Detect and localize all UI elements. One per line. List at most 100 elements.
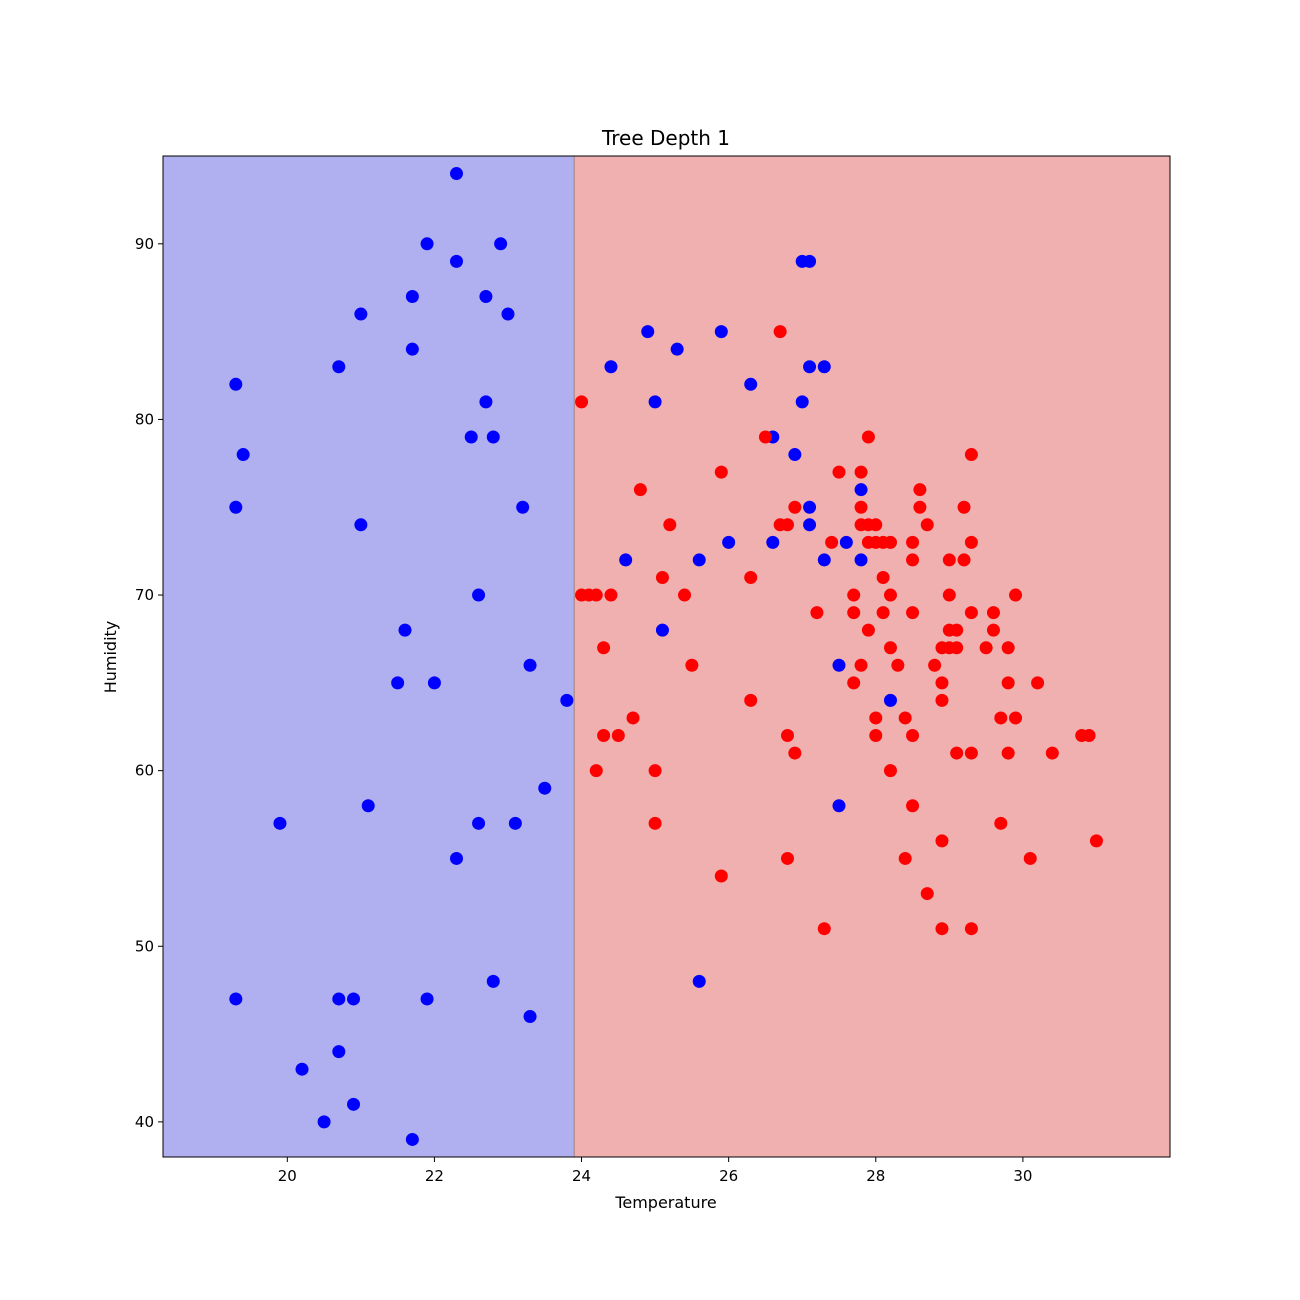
x-tick-label: 30: [1013, 1167, 1032, 1185]
data-point: [935, 922, 949, 936]
data-point: [883, 693, 897, 707]
data-point: [361, 799, 375, 813]
data-point: [655, 623, 669, 637]
x-tick-label: 24: [572, 1167, 591, 1185]
data-point: [575, 395, 589, 409]
data-point: [861, 430, 875, 444]
data-point: [391, 676, 405, 690]
data-point: [758, 430, 772, 444]
data-point: [891, 658, 905, 672]
data-point: [405, 1132, 419, 1146]
data-point: [964, 606, 978, 620]
data-point: [604, 588, 618, 602]
x-tick-label: 22: [425, 1167, 444, 1185]
data-point: [854, 658, 868, 672]
y-tick-label: 80: [135, 410, 154, 428]
data-point: [906, 535, 920, 549]
data-point: [523, 1010, 537, 1024]
data-point: [906, 799, 920, 813]
data-point: [1023, 851, 1037, 865]
data-point: [685, 658, 699, 672]
data-point: [295, 1062, 309, 1076]
data-point: [633, 483, 647, 497]
data-point: [405, 289, 419, 303]
data-point: [942, 588, 956, 602]
data-point: [898, 851, 912, 865]
data-point: [692, 553, 706, 567]
data-point: [942, 553, 956, 567]
data-point: [589, 588, 603, 602]
data-point: [817, 553, 831, 567]
data-point: [876, 570, 890, 584]
data-point: [920, 518, 934, 532]
data-point: [869, 518, 883, 532]
data-point: [648, 764, 662, 778]
data-point: [883, 588, 897, 602]
data-point: [817, 922, 831, 936]
x-tick-label: 26: [719, 1167, 738, 1185]
data-point: [597, 729, 611, 743]
y-axis-label: Humidity: [101, 621, 120, 694]
data-point: [950, 746, 964, 760]
data-point: [1089, 834, 1103, 848]
data-point: [869, 729, 883, 743]
data-point: [494, 237, 508, 251]
data-point: [714, 465, 728, 479]
region-left: [163, 156, 575, 1157]
data-point: [332, 1045, 346, 1059]
data-point: [332, 992, 346, 1006]
data-point: [950, 641, 964, 655]
x-axis-label: Temperature: [614, 1193, 716, 1212]
data-point: [648, 816, 662, 830]
data-point: [773, 325, 787, 339]
data-point: [714, 325, 728, 339]
data-point: [692, 974, 706, 988]
data-point: [832, 799, 846, 813]
data-point: [803, 254, 817, 268]
data-point: [1001, 641, 1015, 655]
data-point: [678, 588, 692, 602]
data-point: [347, 992, 361, 1006]
data-point: [641, 325, 655, 339]
data-point: [648, 395, 662, 409]
data-point: [516, 500, 530, 514]
data-point: [935, 693, 949, 707]
data-point: [957, 500, 971, 514]
data-point: [788, 500, 802, 514]
data-point: [655, 570, 669, 584]
data-point: [847, 676, 861, 690]
data-point: [803, 360, 817, 374]
data-point: [861, 623, 875, 637]
data-point: [464, 430, 478, 444]
data-point: [508, 816, 522, 830]
data-point: [449, 167, 463, 181]
data-point: [619, 553, 633, 567]
data-point: [523, 658, 537, 672]
y-tick-label: 90: [135, 235, 154, 253]
data-point: [449, 851, 463, 865]
data-point: [788, 746, 802, 760]
data-point: [883, 535, 897, 549]
data-point: [626, 711, 640, 725]
y-tick-label: 40: [135, 1113, 154, 1131]
data-point: [795, 395, 809, 409]
x-tick-label: 20: [278, 1167, 297, 1185]
data-point: [803, 500, 817, 514]
data-point: [420, 237, 434, 251]
data-point: [1009, 588, 1023, 602]
data-point: [538, 781, 552, 795]
data-point: [847, 606, 861, 620]
data-point: [766, 535, 780, 549]
data-point: [611, 729, 625, 743]
y-axis: 40 50 60 70 80 90: [135, 235, 163, 1131]
data-point: [994, 816, 1008, 830]
data-point: [332, 360, 346, 374]
data-point: [714, 869, 728, 883]
data-point: [597, 641, 611, 655]
data-point: [832, 658, 846, 672]
data-point: [876, 606, 890, 620]
data-point: [236, 448, 250, 462]
chart-title: Tree Depth 1: [601, 126, 730, 150]
data-point: [486, 430, 500, 444]
data-point: [589, 764, 603, 778]
